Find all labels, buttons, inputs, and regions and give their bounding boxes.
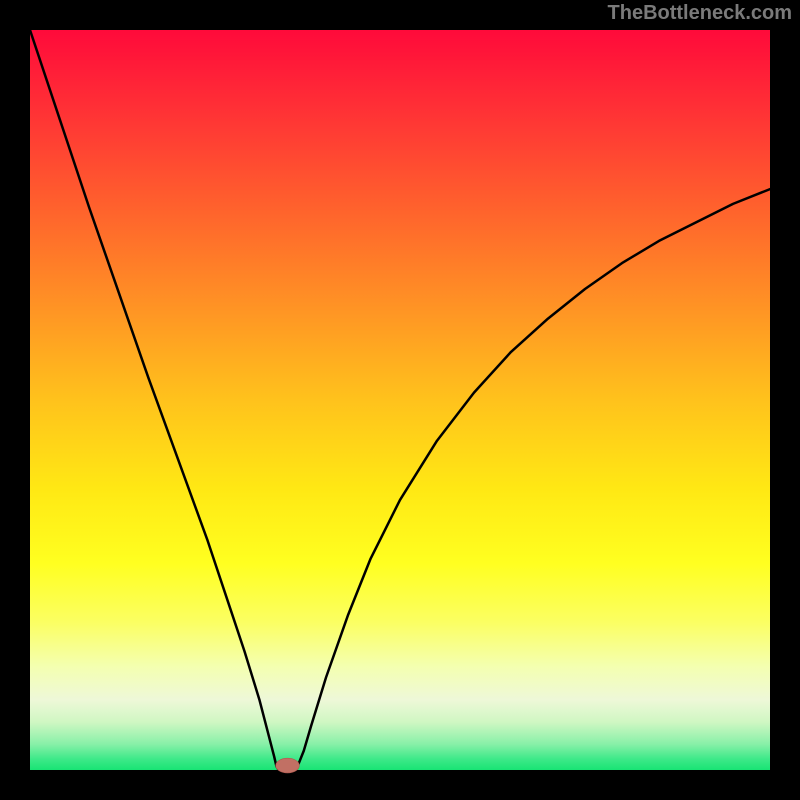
chart-root: TheBottleneck.com [0,0,800,800]
optimum-marker [276,758,300,773]
chart-svg [0,0,800,800]
watermark-text: TheBottleneck.com [608,2,792,25]
chart-background [30,30,770,770]
